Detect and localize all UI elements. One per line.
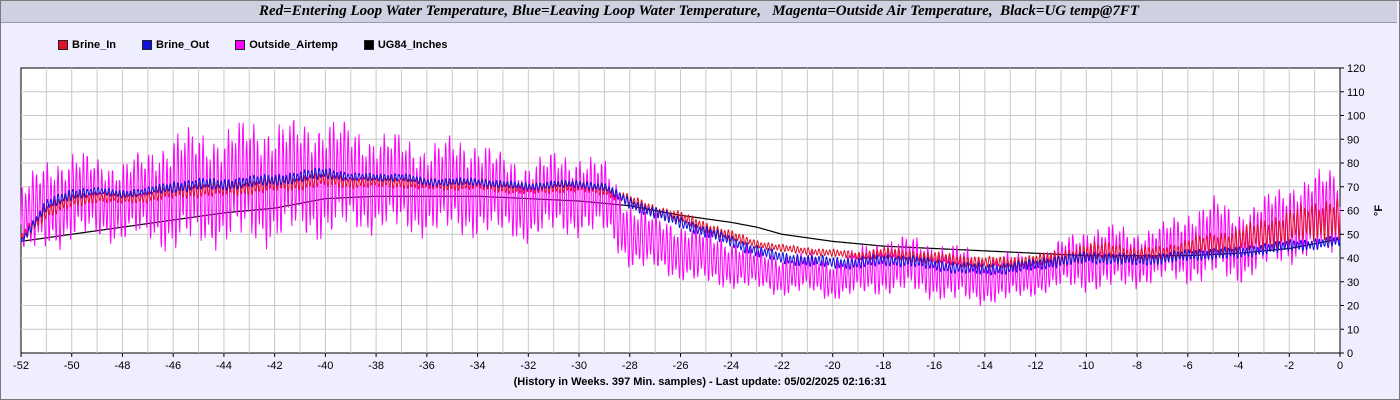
legend-item-brine-in: Brine_In	[58, 38, 116, 52]
legend-swatch-outside-airtemp	[235, 40, 246, 50]
x-tick-label: -48	[115, 360, 131, 372]
x-tick-label: -46	[165, 360, 181, 372]
x-tick-label: -52	[13, 360, 29, 372]
legend-swatch-ug84-inches	[363, 40, 374, 50]
legend-label-outside-airtemp: Outside_Airtemp	[249, 39, 338, 51]
x-tick-label: -4	[1234, 360, 1244, 372]
x-tick-label: 0	[1337, 360, 1343, 372]
legend-item-brine-out: Brine_Out	[142, 38, 209, 52]
y-tick-label: 50	[1347, 229, 1359, 241]
x-tick-label: -2	[1284, 360, 1294, 372]
x-tick-label: -18	[875, 360, 891, 372]
legend-label-brine-in: Brine_In	[72, 39, 117, 51]
chart-footer: (History in Weeks. 397 Min. samples) - L…	[513, 376, 887, 388]
series-line-outside-airtemp	[20, 119, 1341, 306]
x-tick-label: -14	[977, 360, 993, 372]
y-tick-label: 110	[1347, 87, 1365, 99]
x-tick-label: -30	[571, 360, 587, 372]
legend-label-brine-out: Brine_Out	[156, 39, 210, 51]
legend-label-ug84-inches: UG84_Inches	[377, 39, 448, 51]
x-tick-label: -38	[368, 360, 384, 372]
y-axis-unit: °F	[1373, 205, 1385, 216]
x-tick-label: -16	[926, 360, 942, 372]
x-tick-label: -10	[1078, 360, 1094, 372]
y-tick-label: 10	[1347, 324, 1359, 336]
legend-item-outside-airtemp: Outside_Airtemp	[235, 38, 338, 52]
y-tick-label: 120	[1347, 63, 1365, 75]
legend-item-ug84-inches: UG84_Inches	[363, 38, 448, 52]
x-tick-label: -24	[723, 360, 739, 372]
y-tick-label: 0	[1347, 348, 1353, 360]
chart-title: Red=Entering Loop Water Temperature, Blu…	[1, 1, 1397, 23]
legend: Brine_In Brine_Out Outside_Airtemp UG84_…	[58, 38, 474, 52]
legend-swatch-brine-in	[58, 40, 68, 50]
x-tick-label: -42	[267, 360, 283, 372]
y-tick-label: 60	[1347, 206, 1359, 218]
x-tick-label: -22	[774, 360, 790, 372]
y-tick-label: 40	[1347, 253, 1359, 265]
x-tick-label: -12	[1028, 360, 1044, 372]
x-tick-label: -50	[64, 360, 80, 372]
y-tick-label: 20	[1347, 301, 1359, 313]
legend-swatch-brine-out	[142, 40, 153, 50]
y-tick-label: 100	[1347, 111, 1365, 123]
x-tick-label: -32	[520, 360, 536, 372]
x-tick-label: -36	[419, 360, 435, 372]
x-tick-label: -34	[470, 360, 486, 372]
y-tick-label: 80	[1347, 158, 1359, 170]
x-tick-label: -8	[1132, 360, 1142, 372]
y-tick-label: 70	[1347, 182, 1359, 194]
x-tick-label: -44	[216, 360, 232, 372]
x-tick-label: -20	[825, 360, 841, 372]
y-tick-label: 30	[1347, 277, 1359, 289]
series-line-brine-out	[20, 167, 1341, 276]
x-tick-label: -40	[317, 360, 333, 372]
series-line-brine-in	[20, 171, 1341, 269]
x-tick-label: -26	[673, 360, 689, 372]
x-tick-label: -28	[622, 360, 638, 372]
y-tick-label: 90	[1347, 134, 1359, 146]
x-tick-label: -6	[1183, 360, 1193, 372]
